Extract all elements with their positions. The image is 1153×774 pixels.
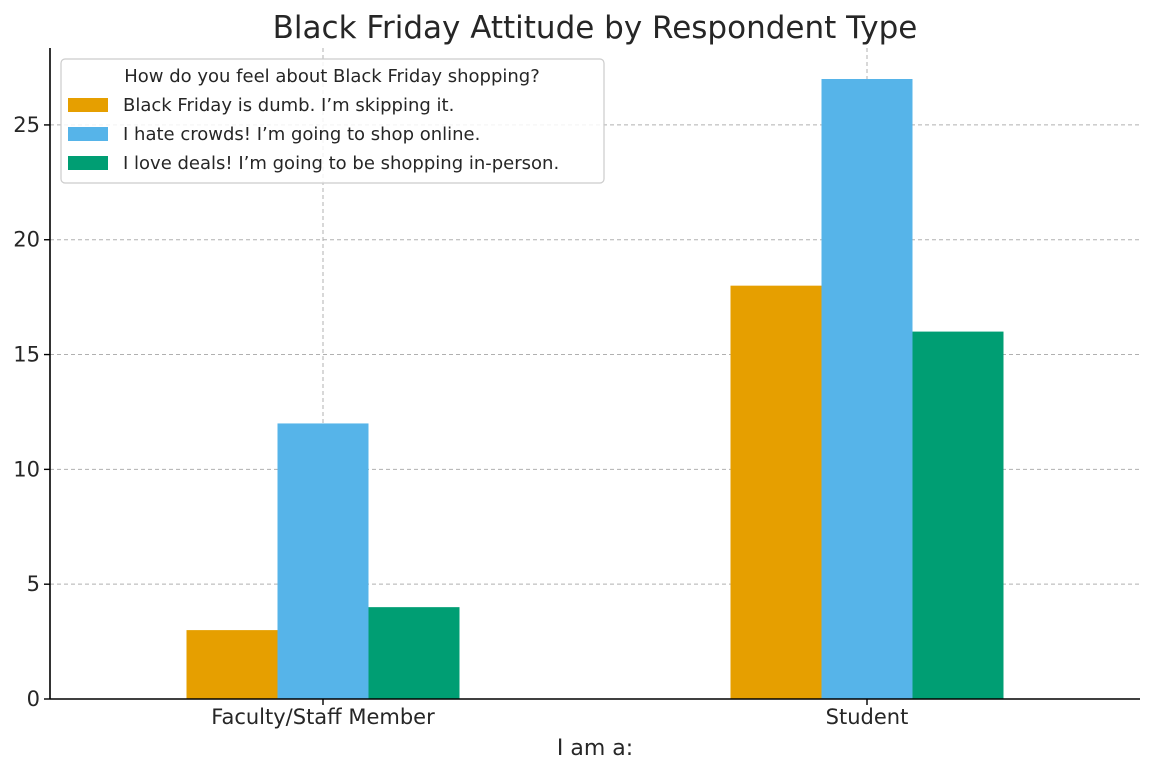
- axes: [49, 48, 1140, 700]
- y-tick-label-0: 0: [27, 687, 40, 711]
- legend-label-1: I hate crowds! I’m going to shop online.: [123, 124, 480, 145]
- x-tick-label-0: Faculty/Staff Member: [211, 705, 435, 729]
- x-tick-label-1: Student: [826, 705, 909, 729]
- bar-series-2-cat-0: [368, 607, 460, 699]
- bar-series-0-cat-0: [186, 630, 278, 699]
- legend-label-0: Black Friday is dumb. I’m skipping it.: [123, 95, 454, 116]
- y-tick-label-1: 5: [27, 572, 40, 596]
- tick-labels: 0 5 10 15 20 25 Faculty/Staff Member Student: [13, 113, 908, 729]
- y-tick-label-2: 10: [13, 457, 40, 481]
- legend-swatch-0: [68, 98, 108, 112]
- bar-series-0-cat-1: [730, 285, 822, 699]
- legend: How do you feel about Black Friday shopp…: [60, 58, 605, 184]
- legend-title: How do you feel about Black Friday shopp…: [124, 66, 540, 87]
- legend-swatch-2: [68, 156, 108, 170]
- bars: [186, 79, 1004, 699]
- bar-series-1-cat-1: [821, 79, 913, 699]
- chart-title: Black Friday Attitude by Respondent Type: [273, 10, 918, 46]
- legend-items: Black Friday is dumb. I’m skipping it. I …: [68, 95, 559, 174]
- y-tick-label-4: 20: [13, 228, 40, 252]
- y-tick-label-5: 25: [13, 113, 40, 137]
- x-axis-label: I am a:: [557, 736, 633, 761]
- y-tick-label-3: 15: [13, 343, 40, 367]
- legend-label-2: I love deals! I’m going to be shopping i…: [123, 153, 559, 174]
- bar-series-1-cat-0: [277, 423, 369, 699]
- legend-swatch-1: [68, 127, 108, 141]
- bar-series-2-cat-1: [912, 331, 1004, 699]
- legend-box: [60, 58, 605, 184]
